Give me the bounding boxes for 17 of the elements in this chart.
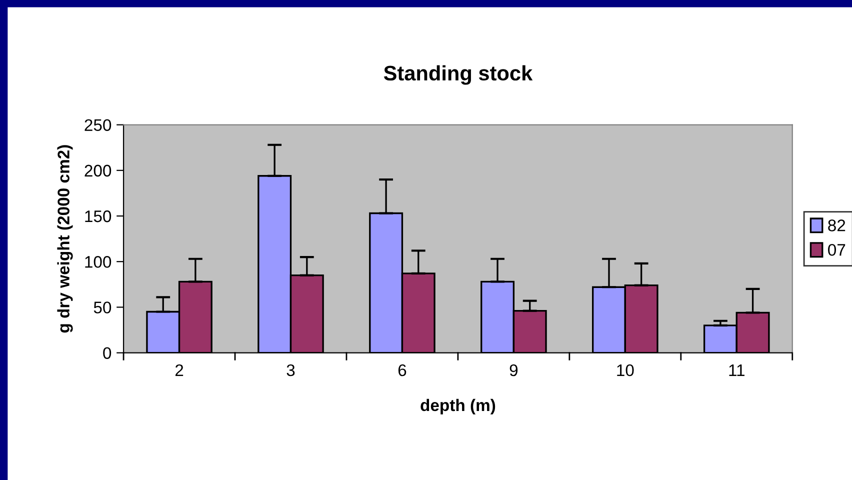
x-tick-label: 6 [398, 364, 406, 376]
y-tick-label: 250 [84, 119, 112, 132]
y-tick-label: 150 [85, 210, 112, 222]
x-tick-label: 9 [510, 364, 518, 376]
x-tick-label: 3 [286, 364, 295, 376]
x-tick-label: 10 [617, 364, 634, 376]
y-tick-label: 200 [84, 164, 112, 177]
x-axis-title: depth (m) [420, 398, 496, 414]
x-tick-label: 2 [175, 364, 184, 376]
x-tick-label: 11 [729, 364, 744, 376]
legend-label: 07 [828, 244, 846, 256]
legend-label: 82 [828, 220, 846, 232]
y-axis-title: g dry weight (2000 cm2) [57, 145, 73, 333]
y-tick-label: 0 [103, 347, 112, 360]
y-tick-label: 50 [94, 302, 112, 314]
chart-title: Standing stock [384, 65, 533, 85]
y-tick-label: 100 [85, 256, 112, 268]
